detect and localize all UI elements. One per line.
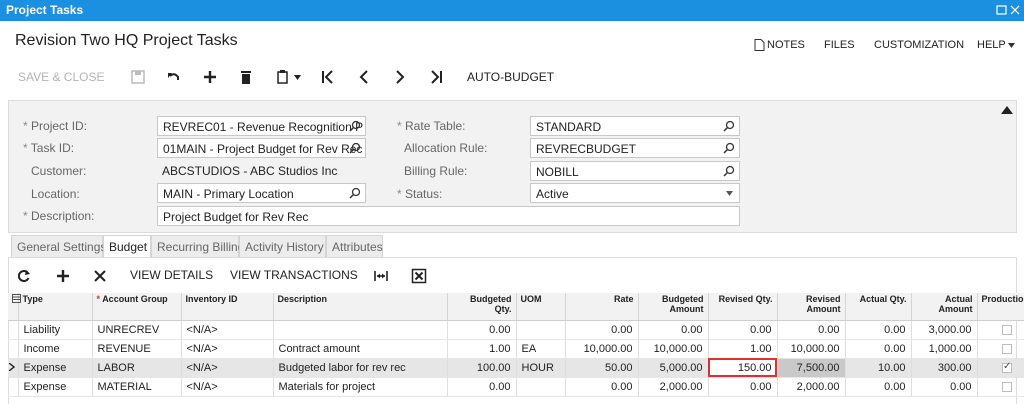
chevron-down-icon[interactable] [726,191,733,196]
tab-attributes[interactable]: Attributes [326,235,383,258]
clipboard-icon[interactable] [276,69,292,85]
search-icon[interactable] [723,142,735,154]
add-icon[interactable] [202,69,218,85]
view-transactions-button[interactable]: VIEW TRANSACTIONS [230,268,358,282]
location-label: Location: [31,187,80,201]
col-account-group[interactable]: * Account Group [92,293,182,321]
table-row[interactable]: Liability UNRECREV <N/A> 0.00 0.00 0.00 … [8,320,1024,340]
project-id-field[interactable]: REVREC01 - Revenue Recognition P [157,116,366,136]
revised-qty-cell-highlighted[interactable]: 150.00 [708,358,778,378]
production-checkbox[interactable] [1002,343,1012,354]
production-checkbox[interactable] [1002,381,1012,392]
col-revised-qty[interactable]: Revised Qty. [708,293,778,321]
files-button[interactable]: FILES [824,39,855,51]
collapse-icon[interactable] [1001,106,1013,114]
export-excel-icon[interactable] [411,268,427,284]
col-actual-qty[interactable]: Actual Qty. [845,293,912,321]
table-row-selected[interactable]: Expense LABOR <N/A> Budgeted labor for r… [8,358,1024,378]
tab-budget[interactable]: Budget [103,235,151,258]
current-row-indicator-icon [8,361,16,372]
last-record-icon[interactable] [428,69,444,85]
budget-table: Type * Account Group Inventory ID Descri… [8,293,1024,397]
customer-value: ABCSTUDIOS - ABC Studios Inc [162,164,338,178]
next-record-icon[interactable] [392,69,408,85]
add-row-icon[interactable] [55,268,71,284]
production-checkbox[interactable] [1002,324,1012,335]
billing-rule-field[interactable]: NOBILL [530,161,740,181]
notes-button[interactable]: NOTES [767,39,805,51]
col-inventory-id[interactable]: Inventory ID [181,293,274,321]
clipboard-dropdown-icon[interactable] [294,75,301,80]
col-rate[interactable]: Rate [565,293,639,321]
search-icon[interactable] [723,165,735,177]
chevron-down-icon[interactable] [1008,43,1015,48]
billing-rule-label: Billing Rule: [404,164,468,178]
production-checkbox-checked[interactable] [1002,361,1012,373]
delete-icon[interactable] [238,69,254,85]
tab-recurring-billing[interactable]: Recurring Billing [151,235,244,258]
project-id-label: Project ID: [31,119,88,133]
tab-general-settings[interactable]: General Settings [11,235,106,258]
allocation-rule-field[interactable]: REVRECBUDGET [530,138,740,158]
grid-settings-icon[interactable] [12,294,21,303]
search-icon[interactable] [723,120,735,132]
allocation-rule-label: Allocation Rule: [404,141,488,155]
save-close-button[interactable]: SAVE & CLOSE [18,70,105,84]
customer-label: Customer: [31,164,87,178]
col-budgeted-amount[interactable]: Budgeted Amount [638,293,709,321]
window-title: Project Tasks [6,3,84,17]
table-row[interactable]: Income REVENUE <N/A> Contract amount 1.0… [8,339,1024,359]
location-field[interactable]: MAIN - Primary Location [157,183,366,203]
customization-button[interactable]: CUSTOMIZATION [874,39,965,51]
table-header-row: Type * Account Group Inventory ID Descri… [8,293,1024,321]
page-title: Revision Two HQ Project Tasks [15,32,238,49]
col-description[interactable]: Description [273,293,448,321]
task-id-label: Task ID: [30,141,75,155]
description-field[interactable]: Project Budget for Rev Rec [157,206,740,226]
col-actual-amount[interactable]: Actual Amount [911,293,978,321]
status-select[interactable]: Active [530,183,740,203]
status-label: Status: [405,187,443,201]
first-record-icon[interactable] [320,69,336,85]
maximize-icon[interactable] [995,3,1009,17]
notes-icon[interactable] [754,39,765,51]
delete-row-icon[interactable] [92,268,108,284]
save-icon[interactable] [130,69,146,85]
col-uom[interactable]: UOM [516,293,566,321]
col-budgeted-qty[interactable]: Budgeted Qty. [447,293,517,321]
close-icon[interactable] [1008,3,1022,17]
search-icon[interactable] [349,187,361,199]
undo-icon[interactable] [166,69,182,85]
view-details-button[interactable]: VIEW DETAILS [130,268,214,282]
help-button[interactable]: HELP [977,39,1006,51]
refresh-icon[interactable] [16,268,32,284]
row-selector-header[interactable] [8,293,21,321]
rate-table-field[interactable]: STANDARD [530,116,740,136]
search-icon[interactable] [349,142,361,154]
col-revised-amount[interactable]: Revised Amount [777,293,846,321]
auto-budget-button[interactable]: AUTO-BUDGET [467,70,555,84]
fit-columns-icon[interactable] [373,268,389,284]
description-label: Description: [31,209,95,223]
tab-activity-history[interactable]: Activity History [239,235,326,258]
search-icon[interactable] [349,120,361,132]
task-id-field[interactable]: 01MAIN - Project Budget for Rev Rec [157,138,366,158]
window-titlebar: Project Tasks [0,0,1024,21]
col-type[interactable]: Type [18,293,93,321]
col-production[interactable]: Production [977,293,1024,321]
previous-record-icon[interactable] [356,69,372,85]
rate-table-label: Rate Table: [405,119,466,133]
table-row[interactable]: Expense MATERIAL <N/A> Materials for pro… [8,377,1024,397]
